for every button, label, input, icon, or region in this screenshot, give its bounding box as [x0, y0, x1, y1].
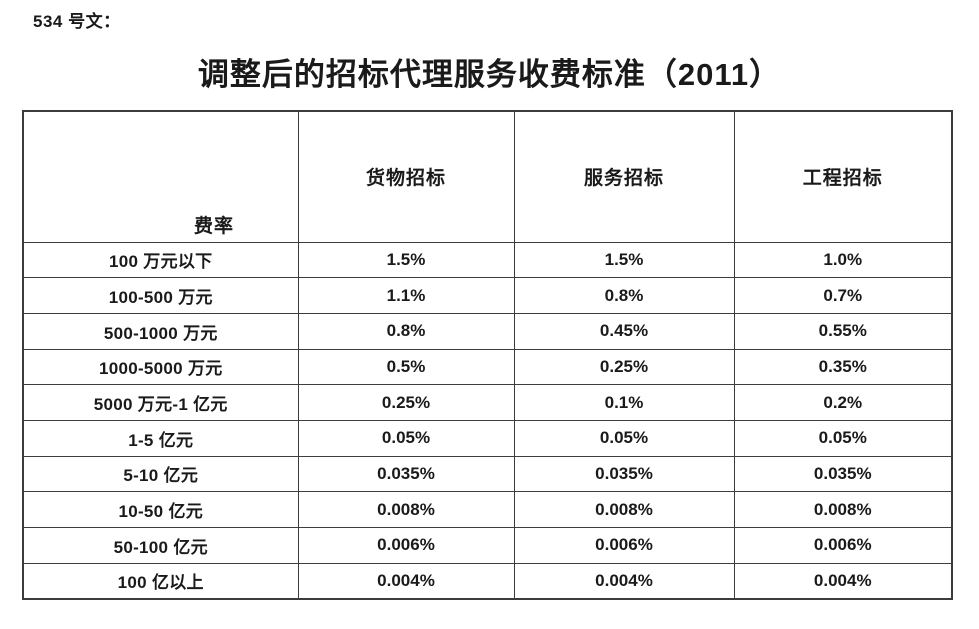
rate-cell: 0.035%	[513, 455, 735, 493]
rate-cell: 0.05%	[733, 419, 953, 457]
rate-cell: 0.006%	[297, 527, 515, 564]
rate-cell: 0.45%	[513, 312, 735, 350]
rate-cell: 0.2%	[733, 384, 953, 421]
rate-cell: 0.035%	[297, 455, 515, 493]
rate-cell: 0.8%	[513, 277, 735, 314]
rate-cell: 0.05%	[297, 419, 515, 457]
table-row: 100-500 万元 1.1% 0.8% 0.7%	[22, 277, 953, 314]
column-header-engineering: 工程招标	[733, 110, 953, 243]
rate-cell: 0.7%	[733, 277, 953, 314]
table-row: 100 万元以下 1.5% 1.5% 1.0%	[22, 241, 953, 279]
amount-range-cell: 100 亿以上	[22, 562, 299, 600]
rate-cell: 0.25%	[297, 384, 515, 421]
amount-range-cell: 10-50 亿元	[22, 491, 299, 528]
amount-range-cell: 5000 万元-1 亿元	[22, 384, 299, 421]
table-row: 500-1000 万元 0.8% 0.45% 0.55%	[22, 312, 953, 350]
rate-cell: 0.004%	[297, 562, 515, 600]
rate-cell: 1.5%	[297, 241, 515, 279]
rate-cell: 0.006%	[513, 527, 735, 564]
column-header-goods: 货物招标	[297, 110, 515, 243]
amount-range-cell: 5-10 亿元	[22, 455, 299, 493]
rate-cell: 1.0%	[733, 241, 953, 279]
fee-standard-table: 费率 中标金额 货物招标 服务招标 工程招标 100 万元以下 1.5% 1.5…	[22, 110, 953, 600]
rate-cell: 0.035%	[733, 455, 953, 493]
rate-cell: 0.004%	[733, 562, 953, 600]
rate-cell: 0.006%	[733, 527, 953, 564]
rate-cell: 0.55%	[733, 312, 953, 350]
rate-cell: 0.004%	[513, 562, 735, 600]
rate-cell: 0.05%	[513, 419, 735, 457]
table-row: 5-10 亿元 0.035% 0.035% 0.035%	[22, 455, 953, 493]
table-corner-cell: 费率 中标金额	[22, 110, 299, 243]
amount-range-cell: 1000-5000 万元	[22, 348, 299, 386]
column-header-services: 服务招标	[513, 110, 735, 243]
table-row: 100 亿以上 0.004% 0.004% 0.004%	[22, 562, 953, 600]
rate-cell: 0.35%	[733, 348, 953, 386]
rate-cell: 1.5%	[513, 241, 735, 279]
rate-cell: 0.25%	[513, 348, 735, 386]
table-row: 10-50 亿元 0.008% 0.008% 0.008%	[22, 491, 953, 528]
rate-cell: 0.008%	[513, 491, 735, 528]
table-header-row: 费率 中标金额 货物招标 服务招标 工程招标	[22, 110, 953, 243]
rate-cell: 0.1%	[513, 384, 735, 421]
amount-range-cell: 1-5 亿元	[22, 419, 299, 457]
rate-cell: 0.5%	[297, 348, 515, 386]
corner-label-rate: 费率	[194, 215, 235, 237]
doc-number-label: 534 号文：	[33, 12, 121, 31]
table-row: 1-5 亿元 0.05% 0.05% 0.05%	[22, 419, 953, 457]
amount-range-cell: 500-1000 万元	[22, 312, 299, 350]
table-row: 1000-5000 万元 0.5% 0.25% 0.35%	[22, 348, 953, 386]
rate-cell: 0.8%	[297, 312, 515, 350]
rate-cell: 0.008%	[297, 491, 515, 528]
page-title: 调整后的招标代理服务收费标准（2011）	[197, 57, 782, 92]
amount-range-cell: 100 万元以下	[22, 241, 299, 279]
table-row: 5000 万元-1 亿元 0.25% 0.1% 0.2%	[22, 384, 953, 421]
table-row: 50-100 亿元 0.006% 0.006% 0.006%	[22, 527, 953, 564]
amount-range-cell: 50-100 亿元	[22, 527, 299, 564]
rate-cell: 1.1%	[297, 277, 515, 314]
amount-range-cell: 100-500 万元	[22, 277, 299, 314]
rate-cell: 0.008%	[733, 491, 953, 528]
